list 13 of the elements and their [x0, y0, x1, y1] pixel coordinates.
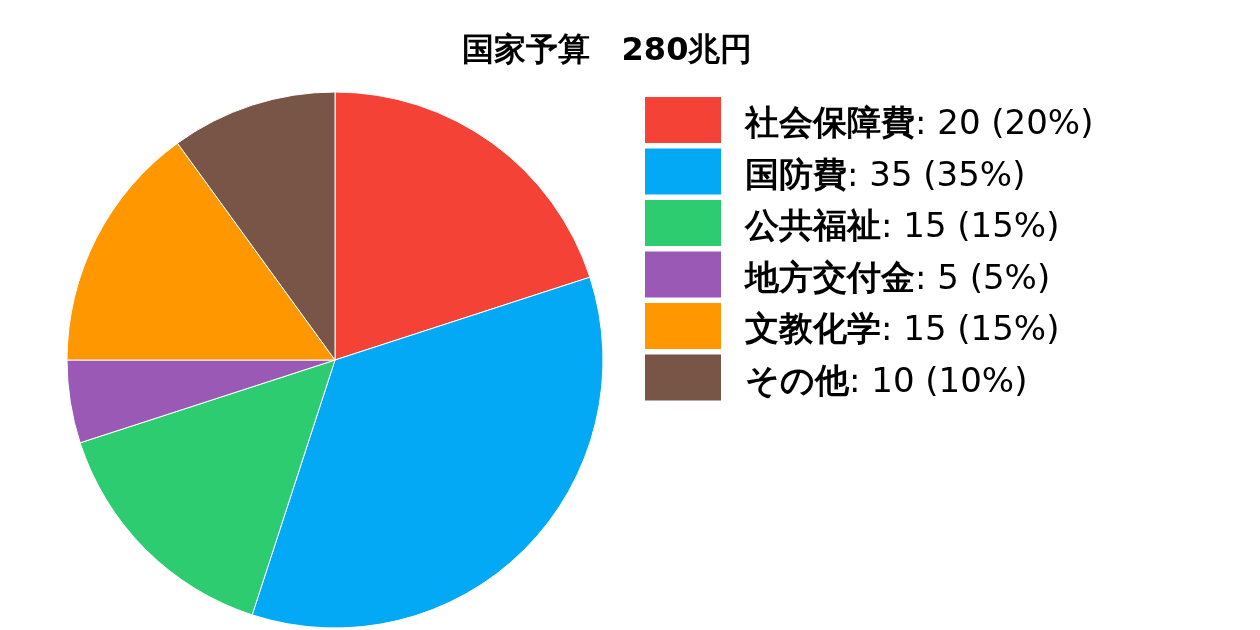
legend-label: 地方交付金 — [743, 256, 915, 297]
data-label: : 20 (20%) — [915, 102, 1094, 142]
data-label: : 35 (35%) — [847, 153, 1026, 194]
legend-label: 国防費 — [745, 153, 847, 194]
legend-label: その他 — [745, 359, 850, 400]
legend-label: 文教化学 — [745, 308, 881, 348]
data-label: : 15 (15%) — [881, 308, 1060, 348]
legend-label: 公共福祉 — [744, 205, 881, 245]
chart-title: 国家予算 280兆円 — [461, 30, 753, 68]
legend-label: 社会保障費 — [744, 102, 915, 142]
data-label: : 15 (15%) — [881, 205, 1060, 245]
data-label: : 5 (5%) — [915, 256, 1051, 297]
data-label: : 10 (10%) — [849, 359, 1028, 400]
